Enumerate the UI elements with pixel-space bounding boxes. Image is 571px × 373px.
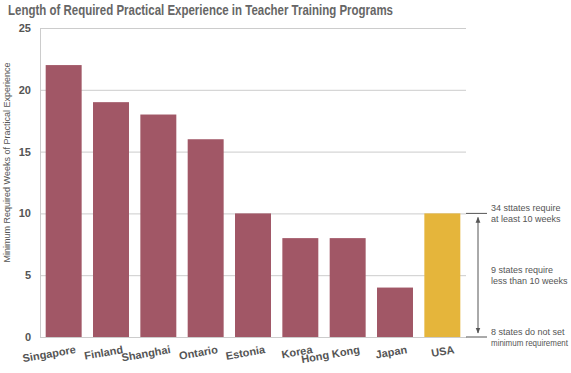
x-tick: Japan [375,343,409,360]
chart: Length of Required Practical Experience … [0,0,571,373]
x-tick: Singapore [22,343,77,364]
x-tick: Finland [83,343,124,362]
bar [235,213,271,337]
bar [188,139,224,337]
bar [282,238,318,337]
plot: 0 5 10 15 20 25 Singapore FinlandShanghai Ontari… [19,22,467,365]
x-axis-line [41,337,467,338]
x-axis: SingaporeFinlandShanghaiOntarioEstoniaKo… [22,338,467,366]
x-tick-label: Shanghai [120,343,171,363]
x-tick: Estonia [225,343,267,362]
bar [140,115,176,337]
y-tick-label: 0 [25,331,31,343]
x-tick-label: Hong Kong [300,343,360,365]
annotation-text: at least 10 weeks [491,214,561,224]
annotation-rule [466,213,487,214]
y-tick-label: 10 [19,207,31,219]
bars [46,65,461,337]
y-tick-label: 5 [25,269,31,281]
y-tick: 15 [19,146,466,158]
x-tick-label: Finland [83,343,124,362]
x-tick: Hong Kong [300,343,360,365]
x-tick: Shanghai [120,343,171,363]
x-tick: USA [430,343,455,359]
x-tick-label: Singapore [22,343,77,364]
bar [93,102,129,337]
y-tick-label: 15 [19,146,31,158]
grid-line [40,28,466,29]
annotations: 34 sttates requireat least 10 weeks 9 sta… [466,203,568,348]
annotation-text: 9 states require [491,265,553,275]
bar [377,288,413,337]
annotation-rule [466,337,487,338]
y-axis: 0 5 10 15 20 25 [19,22,466,343]
annotation-text: 8 states do not set [491,327,565,337]
y-axis-line [41,29,467,338]
y-tick-label: 20 [19,84,31,96]
annotation-text: less than 10 weeks [491,276,568,286]
annotation-arrow [478,217,479,333]
y-axis-title: Minimum Required Weeks of Practical Expe… [2,63,12,263]
x-tick-label: USA [430,343,455,359]
x-tick-label: Estonia [225,343,267,362]
grid-line [40,90,466,91]
bar [424,213,460,337]
y-tick: 25 [19,22,466,34]
grid-line [40,337,466,338]
annotation-text: 34 sttates require [491,203,561,213]
annotation-text: minimum requirement [491,338,568,348]
x-tick-label: Ontario [178,343,219,362]
x-tick-label: Japan [375,343,409,360]
title: Length of Required Practical Experience … [8,2,393,18]
y-tick-label: 25 [19,22,31,34]
y-tick: 20 [19,84,466,96]
x-tick: Ontario [178,343,219,362]
bar [330,238,366,337]
bar [46,65,82,337]
